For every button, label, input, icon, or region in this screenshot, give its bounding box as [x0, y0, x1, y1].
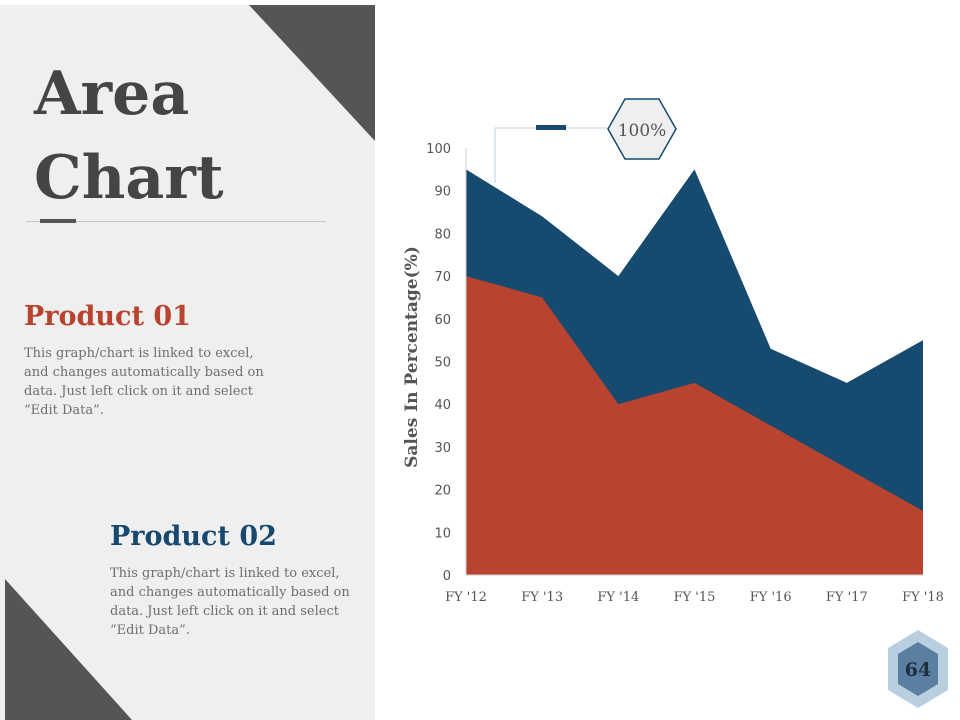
title-accent-bar: [40, 219, 76, 223]
product-01-title: Product 01: [24, 301, 191, 332]
y-tick-label: 50: [434, 356, 451, 371]
title-divider: [26, 221, 326, 222]
y-tick-label: 30: [434, 441, 451, 456]
y-tick-label: 40: [434, 398, 451, 413]
page-number: 64: [905, 659, 931, 681]
x-tick-label: FY '13: [521, 590, 563, 605]
area-chart: 100% Sales In Percentage(%) 0 10 20 30 40 50 6…: [402, 98, 944, 605]
annotation-hexagon: [607, 98, 677, 160]
y-tick-label: 10: [434, 526, 451, 541]
title-line-2: Chart: [34, 143, 224, 213]
annotation-connector: [494, 127, 608, 183]
x-tick-label: FY '15: [674, 590, 716, 605]
x-tick-label: FY '12: [445, 590, 487, 605]
y-tick-label: 20: [434, 484, 451, 499]
x-tick-label: FY '18: [902, 590, 944, 605]
page-number-badge: 64: [888, 630, 948, 708]
y-tick-label: 80: [434, 227, 451, 242]
area-series-product-01: [466, 276, 923, 575]
badge-inner-hexagon: [898, 642, 938, 696]
y-tick-label: 90: [434, 185, 451, 200]
product-01-description: This graph/chart is linked to excel, and…: [24, 346, 264, 418]
y-axis-title: Sales In Percentage(%): [402, 246, 422, 468]
title-line-1: Area: [34, 59, 190, 129]
annotation-dash: [536, 125, 566, 130]
page-title: Area Chart: [34, 52, 224, 220]
x-tick-label: FY '14: [597, 590, 639, 605]
product-02-description: This graph/chart is linked to excel, and…: [110, 566, 350, 638]
y-tick-label: 100: [426, 142, 451, 157]
annotation-label: 100%: [618, 121, 667, 141]
x-tick-label: FY '17: [826, 590, 868, 605]
left-panel: [0, 5, 375, 720]
product-02-title: Product 02: [110, 521, 277, 552]
y-tick-label: 0: [443, 569, 451, 584]
y-tick-label: 70: [434, 270, 451, 285]
y-tick-label: 60: [434, 313, 451, 328]
x-tick-label: FY '16: [750, 590, 792, 605]
